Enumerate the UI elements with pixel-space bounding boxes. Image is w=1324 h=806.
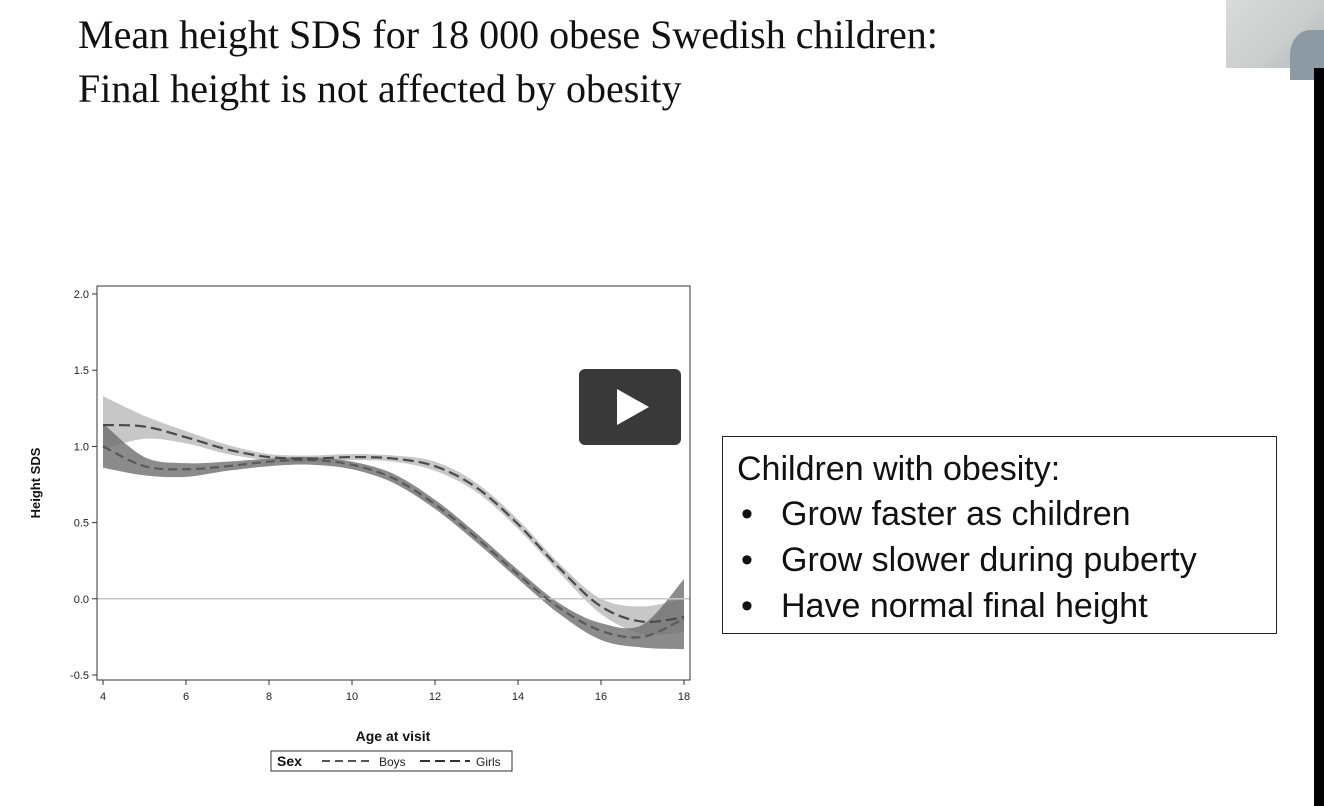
- legend-label-boys: Boys: [379, 755, 406, 769]
- x-axis: 4 6 8 10 12 14 16 18: [100, 680, 690, 703]
- y-axis-label: Height SDS: [28, 447, 43, 518]
- bullet-icon: •: [741, 495, 753, 533]
- key-point-item: • Grow slower during puberty: [737, 537, 1276, 583]
- webcam-thumbnail: [1226, 0, 1324, 80]
- key-point-text: Have normal final height: [781, 587, 1148, 625]
- line-boys: [102, 445, 685, 639]
- slide-title-line-1: Mean height SDS for 18 000 obese Swedish…: [78, 12, 938, 57]
- x-tick-label: 8: [266, 691, 272, 703]
- x-tick-label: 14: [512, 691, 524, 703]
- y-axis: -0.5 0.0 0.5 1.0 1.5 2.0: [70, 289, 97, 682]
- y-tick-label: 0.0: [74, 594, 89, 606]
- key-points-list: • Grow faster as children • Grow slower du…: [737, 491, 1276, 629]
- y-tick-label: 0.5: [74, 518, 89, 530]
- legend-label-girls: Girls: [476, 755, 501, 769]
- video-play-button[interactable]: [579, 369, 681, 445]
- bullet-icon: •: [741, 541, 753, 579]
- key-point-text: Grow slower during puberty: [781, 541, 1197, 579]
- key-points-box: Children with obesity: • Grow faster as c…: [722, 436, 1277, 634]
- band-girls: [103, 396, 684, 635]
- x-tick-label: 10: [346, 691, 358, 703]
- y-tick-label: 2.0: [74, 289, 89, 301]
- key-point-item: • Grow faster as children: [737, 491, 1276, 537]
- window-edge: [1314, 68, 1324, 806]
- height-sds-chart: -0.5 0.0 0.5 1.0 1.5 2.0 4 6 8 10 12 14 16 18 Age at…: [28, 285, 691, 772]
- legend-title: Sex: [277, 753, 302, 769]
- line-girls: [102, 423, 685, 624]
- y-tick-label: 1.0: [74, 441, 89, 453]
- x-tick-label: 12: [429, 691, 441, 703]
- slide-title: Mean height SDS for 18 000 obese Swedish…: [78, 8, 1198, 116]
- x-tick-label: 16: [595, 691, 607, 703]
- x-tick-label: 6: [183, 691, 189, 703]
- series-lines: [102, 423, 685, 639]
- bullet-icon: •: [741, 587, 753, 625]
- x-axis-label: Age at visit: [356, 728, 431, 744]
- x-tick-label: 18: [678, 691, 690, 703]
- legend: Sex Boys Girls: [270, 750, 513, 772]
- legend-frame: [270, 750, 513, 772]
- key-points-heading: Children with obesity:: [737, 450, 1061, 488]
- key-point-text: Grow faster as children: [781, 495, 1131, 533]
- plot-frame: [96, 285, 691, 681]
- key-point-item: • Have normal final height: [737, 583, 1276, 629]
- slide-title-line-2: Final height is not affected by obesity: [78, 66, 682, 111]
- play-icon: [617, 389, 649, 425]
- x-tick-label: 4: [100, 691, 106, 703]
- y-tick-label: -0.5: [70, 670, 89, 682]
- y-tick-label: 1.5: [74, 365, 89, 377]
